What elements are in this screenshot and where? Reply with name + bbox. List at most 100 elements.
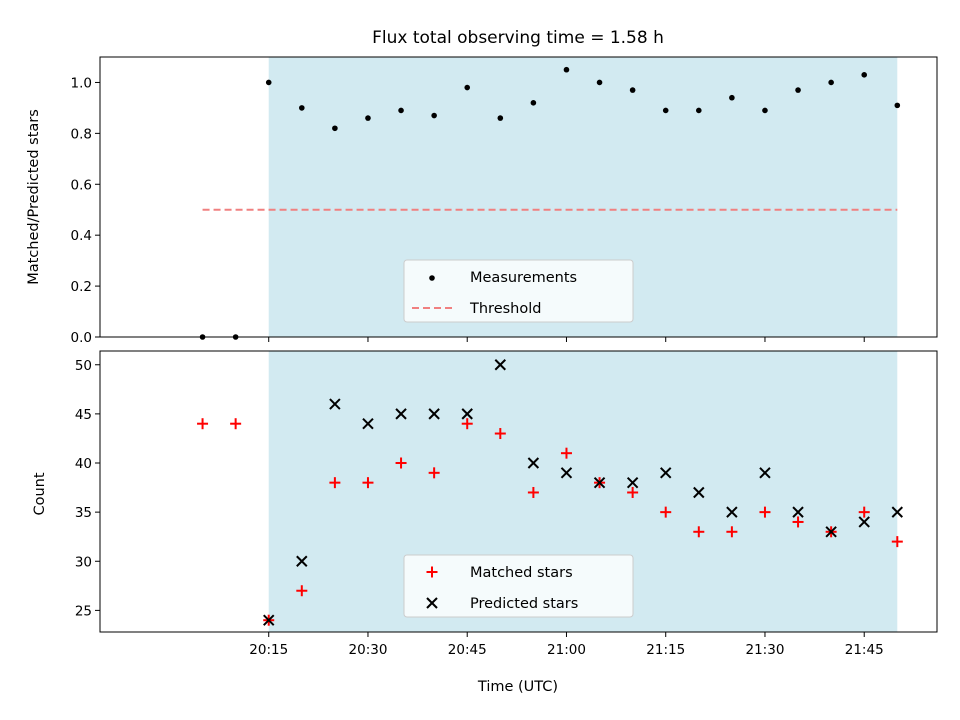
x-stroke-b xyxy=(825,526,837,538)
predicted-star-point xyxy=(759,467,771,479)
predicted-star-point xyxy=(792,506,804,518)
measurement-point xyxy=(629,87,636,93)
y-tick-label-top: 0.0 xyxy=(71,330,92,346)
legend-entry: Matched stars xyxy=(470,565,573,581)
matched-star-point xyxy=(660,506,672,518)
x-tick-label: 20:45 xyxy=(448,642,487,658)
measurement-point xyxy=(497,115,504,121)
x-stroke-b xyxy=(858,516,870,528)
y-tick-label-top: 0.4 xyxy=(71,228,92,244)
matched-star-point xyxy=(792,516,804,528)
matched-star-point xyxy=(726,526,738,538)
x-stroke-b xyxy=(792,506,804,518)
predicted-star-point xyxy=(461,408,473,420)
predicted-star-point xyxy=(296,555,308,567)
measurement-point xyxy=(431,112,437,119)
measurement-point xyxy=(696,107,702,114)
predicted-star-point xyxy=(660,467,672,479)
measurement-point xyxy=(662,107,669,114)
top-panel: 0.0 0.2 0.4 0.6 0.8 1.0 Measurements Threshold xyxy=(71,56,938,346)
legend-entry: Measurements xyxy=(470,270,577,286)
x-tick-label: 20:15 xyxy=(249,642,288,658)
y-tick-label-bottom: 30 xyxy=(75,554,92,570)
x-stroke-b xyxy=(759,467,771,479)
matched-star-point xyxy=(627,486,639,498)
predicted-star-point xyxy=(527,457,540,469)
measurement-point xyxy=(530,100,537,106)
x-stroke-b xyxy=(593,476,606,489)
axes-frame-bottom xyxy=(99,350,938,633)
x-stroke-b xyxy=(362,417,374,430)
predicted-star-point xyxy=(263,614,275,626)
predicted-star-point xyxy=(494,359,507,371)
predicted-star-point xyxy=(693,486,705,499)
x-stroke-b xyxy=(263,614,275,626)
x-stroke-b xyxy=(660,467,672,479)
x-stroke-b xyxy=(626,476,639,489)
matched-star-point xyxy=(428,467,440,479)
matched-star-point xyxy=(759,506,771,518)
x-tick-label: 21:15 xyxy=(646,642,685,658)
x-stroke-b xyxy=(494,359,507,371)
x-stroke-b xyxy=(461,408,473,420)
measurement-point xyxy=(729,94,735,101)
legend-entry: Threshold xyxy=(469,301,541,317)
measurement-point xyxy=(795,87,801,93)
predicted-star-point xyxy=(395,408,407,420)
x-stroke-b xyxy=(560,467,573,479)
matched-star-point xyxy=(527,486,539,498)
legend-dot-swatch xyxy=(429,275,435,281)
legend-entry: Predicted stars xyxy=(470,596,578,612)
measurement-point xyxy=(365,115,371,121)
legend-x-swatch xyxy=(426,597,438,609)
measurement-point xyxy=(265,79,272,86)
legend-box-top xyxy=(403,259,634,323)
matched-star-point xyxy=(230,418,242,430)
matched-star-point xyxy=(197,418,209,430)
measurement-point xyxy=(596,79,603,86)
matched-star-point xyxy=(693,526,705,538)
x-axis-label: Time (UTC) xyxy=(477,679,558,695)
x-stroke-b xyxy=(296,555,308,567)
chart-title: Flux total observing time = 1.58 h xyxy=(372,28,664,48)
predicted-star-point xyxy=(626,476,639,489)
x-stroke-b xyxy=(891,506,904,518)
measurement-point xyxy=(563,66,570,73)
predicted-star-point xyxy=(726,506,738,518)
predicted-star-point xyxy=(428,408,440,420)
top-y-axis-label: Matched/Predicted stars xyxy=(26,109,42,285)
matched-star-point xyxy=(858,506,870,518)
axes-frame-top xyxy=(99,56,938,338)
x-stroke-b xyxy=(726,506,738,518)
y-tick-label-top: 0.2 xyxy=(71,279,92,295)
matched-star-point xyxy=(461,418,473,430)
bottom-panel: 25 30 35 40 45 50 20:15 20:30 20:45 21:00 21:15 21:… xyxy=(75,350,938,658)
measurement-point xyxy=(398,107,404,114)
matched-star-point xyxy=(891,536,903,548)
measurement-point xyxy=(894,102,901,109)
y-tick-label-bottom: 50 xyxy=(75,358,92,374)
bottom-y-axis-label: Count xyxy=(32,472,48,515)
measurement-point xyxy=(464,84,471,91)
x-stroke-b xyxy=(329,398,341,410)
measurement-point xyxy=(332,125,338,132)
y-tick-label-top: 0.8 xyxy=(71,126,92,142)
x-tick-label: 21:30 xyxy=(746,642,785,658)
y-tick-label-top: 1.0 xyxy=(71,75,92,91)
matched-star-point xyxy=(362,477,374,489)
measurement-point xyxy=(762,107,768,114)
x-tick-label: 21:45 xyxy=(845,642,884,658)
measurement-point xyxy=(299,105,305,111)
predicted-star-point xyxy=(329,398,341,410)
predicted-star-point xyxy=(825,526,837,538)
y-tick-label-bottom: 45 xyxy=(75,407,92,423)
y-tick-label-bottom: 35 xyxy=(75,505,92,521)
x-stroke-b xyxy=(693,486,705,499)
y-tick-label-bottom: 25 xyxy=(75,603,92,619)
x-tick-label: 21:00 xyxy=(547,642,586,658)
predicted-star-point xyxy=(560,467,573,479)
y-tick-label-top: 0.6 xyxy=(71,177,92,193)
measurement-point xyxy=(861,72,868,78)
predicted-star-point xyxy=(593,476,606,489)
